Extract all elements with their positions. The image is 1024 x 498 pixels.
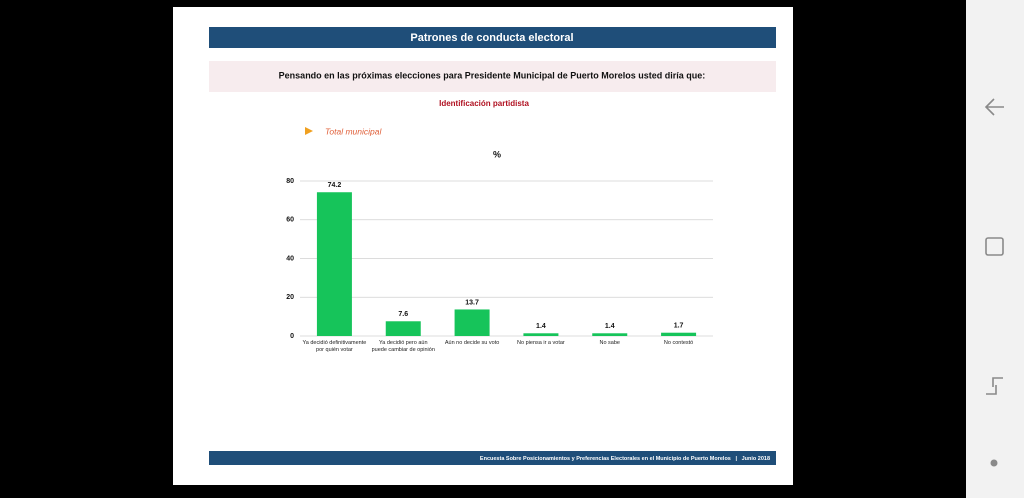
y-tick-label: 0 (290, 333, 294, 340)
x-tick-label: Aún no decide su voto (444, 340, 500, 346)
footer-bar (209, 451, 776, 465)
x-tick-label: Ya decidió pero aún puede cambiar de opi… (371, 340, 435, 353)
x-tick-label: No piensa ir a votar (517, 340, 565, 346)
x-tick-label: No contestó (663, 340, 694, 346)
question: Pensando en las próximas elecciones para… (279, 70, 706, 80)
bar (661, 332, 697, 336)
recents-button[interactable] (986, 377, 1003, 395)
question-band (209, 61, 776, 92)
slide-title: Patrones de conducta electoral (410, 32, 573, 44)
value-label: 74.2 (328, 182, 342, 189)
bar (316, 192, 352, 336)
value-label: 1.7 (674, 323, 684, 330)
y-tick-label: 80 (286, 178, 294, 185)
back-button[interactable] (984, 98, 1004, 116)
legend-label: Total municipal (325, 126, 382, 136)
value-label: 13.7 (465, 299, 479, 306)
x-tick-label: Ya decidió definitivamente por quién vot… (302, 340, 367, 353)
bar (385, 321, 421, 336)
chart-title: % (493, 149, 501, 159)
section-title: Identificación partidista (439, 99, 529, 108)
y-tick-label: 20 (286, 294, 294, 301)
nav-bar (966, 0, 1024, 498)
value-label: 1.4 (605, 323, 615, 330)
bar (523, 333, 559, 336)
legend-marker (305, 127, 313, 135)
footer-text: Encuesta Sobre Posicionamientos y Prefer… (480, 456, 770, 462)
bar (454, 309, 490, 336)
home-button[interactable] (985, 237, 1004, 256)
bar (592, 333, 628, 336)
y-tick-label: 40 (286, 255, 294, 262)
value-label: 1.4 (536, 323, 546, 330)
title-bar (209, 27, 776, 48)
y-tick-label: 60 (286, 217, 294, 224)
nav-dot[interactable] (990, 459, 998, 467)
value-label: 7.6 (398, 311, 408, 318)
x-tick-label: No sabe (599, 340, 621, 346)
